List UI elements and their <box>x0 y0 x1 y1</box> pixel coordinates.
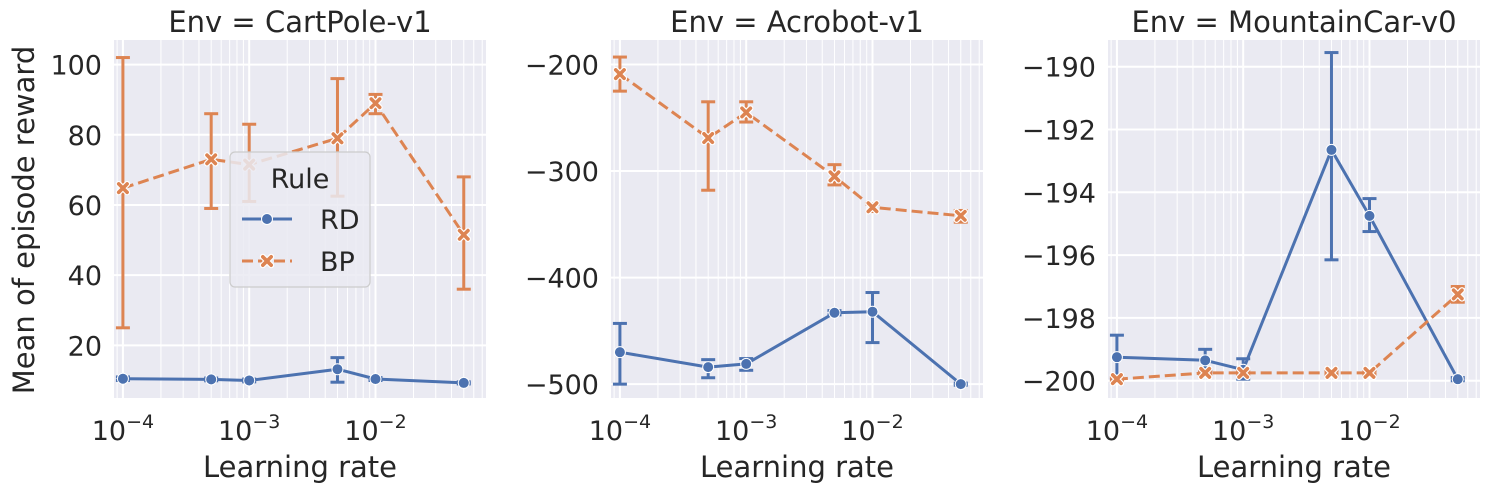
data-point <box>612 66 628 82</box>
data-point <box>865 200 880 215</box>
y-tick-label: −196 <box>1022 241 1096 272</box>
legend: Rule RD BP <box>229 151 371 288</box>
chart-title: Env = CartPole-v1 <box>168 5 431 39</box>
grid <box>1108 40 1480 398</box>
data-point <box>116 372 129 385</box>
x-tick-label: 10−3 <box>218 411 280 447</box>
series-line <box>1116 148 1460 380</box>
x-tick-label: 10−4 <box>589 411 651 447</box>
series-bp <box>612 55 968 224</box>
data-point <box>702 361 715 374</box>
y-tick-label: −200 <box>1022 367 1096 398</box>
x-tick-label: 10−2 <box>344 411 406 447</box>
data-point <box>368 95 383 111</box>
series-rd <box>115 356 471 389</box>
x-tick-label: 10−3 <box>1212 411 1274 447</box>
series-line <box>122 367 464 385</box>
y-tick-label: −200 <box>525 51 599 82</box>
data-point <box>1324 365 1339 381</box>
data-point <box>866 305 879 318</box>
data-point <box>1236 365 1251 381</box>
data-point <box>1362 365 1377 381</box>
data-point <box>243 374 256 387</box>
legend-entry-bp: BP <box>242 247 355 278</box>
data-point <box>828 306 841 319</box>
data-point <box>369 373 382 386</box>
data-point <box>1199 354 1212 367</box>
legend-label: RD <box>320 205 360 236</box>
y-tick-label: −400 <box>525 264 599 295</box>
x-tick-label: 10−2 <box>841 411 903 447</box>
y-tick-label: 80 <box>68 121 102 152</box>
y-tick-label: 20 <box>68 331 102 362</box>
error-bar <box>1324 51 1339 262</box>
data-point <box>953 208 968 224</box>
series-rd <box>612 291 968 391</box>
x-tick-label: 10−3 <box>715 411 777 447</box>
error-bar <box>701 100 716 192</box>
plot-area <box>611 40 983 398</box>
data-point <box>827 169 842 184</box>
y-axis-label: Mean of episode reward <box>7 46 41 394</box>
error-bar <box>115 56 130 330</box>
data-point <box>331 363 344 376</box>
y-tick-label: −198 <box>1022 304 1096 335</box>
data-point <box>1110 351 1123 364</box>
series-layer <box>612 55 968 391</box>
data-point <box>205 373 218 386</box>
legend-entry-rd: RD <box>242 205 360 236</box>
y-tick-label: −194 <box>1022 178 1096 209</box>
series-layer <box>1109 51 1465 387</box>
y-tick-label: 100 <box>50 51 102 82</box>
panel-3: Env = MountainCar-v0 10−4 10−3 10−2Learning… <box>1022 5 1480 484</box>
series-bp <box>1109 285 1465 387</box>
legend-label: BP <box>320 247 355 278</box>
series-line <box>619 310 962 386</box>
data-point <box>700 130 716 146</box>
y-tick-label: −190 <box>1022 53 1096 84</box>
chart-title: Env = MountainCar-v0 <box>1131 5 1456 39</box>
y-tick-label: 40 <box>68 261 102 292</box>
data-point <box>203 152 219 167</box>
y-tick-label: 60 <box>68 191 102 222</box>
y-tick-label: −192 <box>1022 116 1096 147</box>
data-point <box>1451 373 1464 386</box>
data-point <box>1325 143 1338 156</box>
data-point <box>739 105 754 120</box>
data-point <box>1450 287 1465 302</box>
x-tick-label: 10−4 <box>92 411 154 447</box>
x-axis-label: Learning rate <box>1197 450 1391 484</box>
x-axis-label: Learning rate <box>700 450 894 484</box>
series-line <box>619 72 961 218</box>
data-point <box>330 131 345 146</box>
x-tick-label: 10−2 <box>1338 411 1400 447</box>
data-point <box>954 378 967 391</box>
data-point <box>1109 371 1125 387</box>
data-point <box>740 357 753 370</box>
data-point <box>115 180 131 196</box>
data-point <box>1363 209 1376 222</box>
grid <box>611 40 983 398</box>
data-point <box>1197 365 1213 381</box>
data-point <box>457 376 470 389</box>
y-tick-label: −300 <box>525 157 599 188</box>
legend-marker <box>261 213 273 225</box>
legend-title: Rule <box>271 164 330 195</box>
plot-area <box>1108 40 1480 398</box>
y-tick-label: −500 <box>525 370 599 401</box>
chart-title: Env = Acrobot-v1 <box>670 5 924 39</box>
data-point <box>613 346 626 359</box>
legend-box <box>229 151 371 288</box>
x-tick-label: 10−4 <box>1086 411 1148 447</box>
legend-marker <box>259 253 275 269</box>
series-line <box>1116 293 1459 381</box>
data-point <box>456 227 471 242</box>
x-axis-label: Learning rate <box>203 450 397 484</box>
